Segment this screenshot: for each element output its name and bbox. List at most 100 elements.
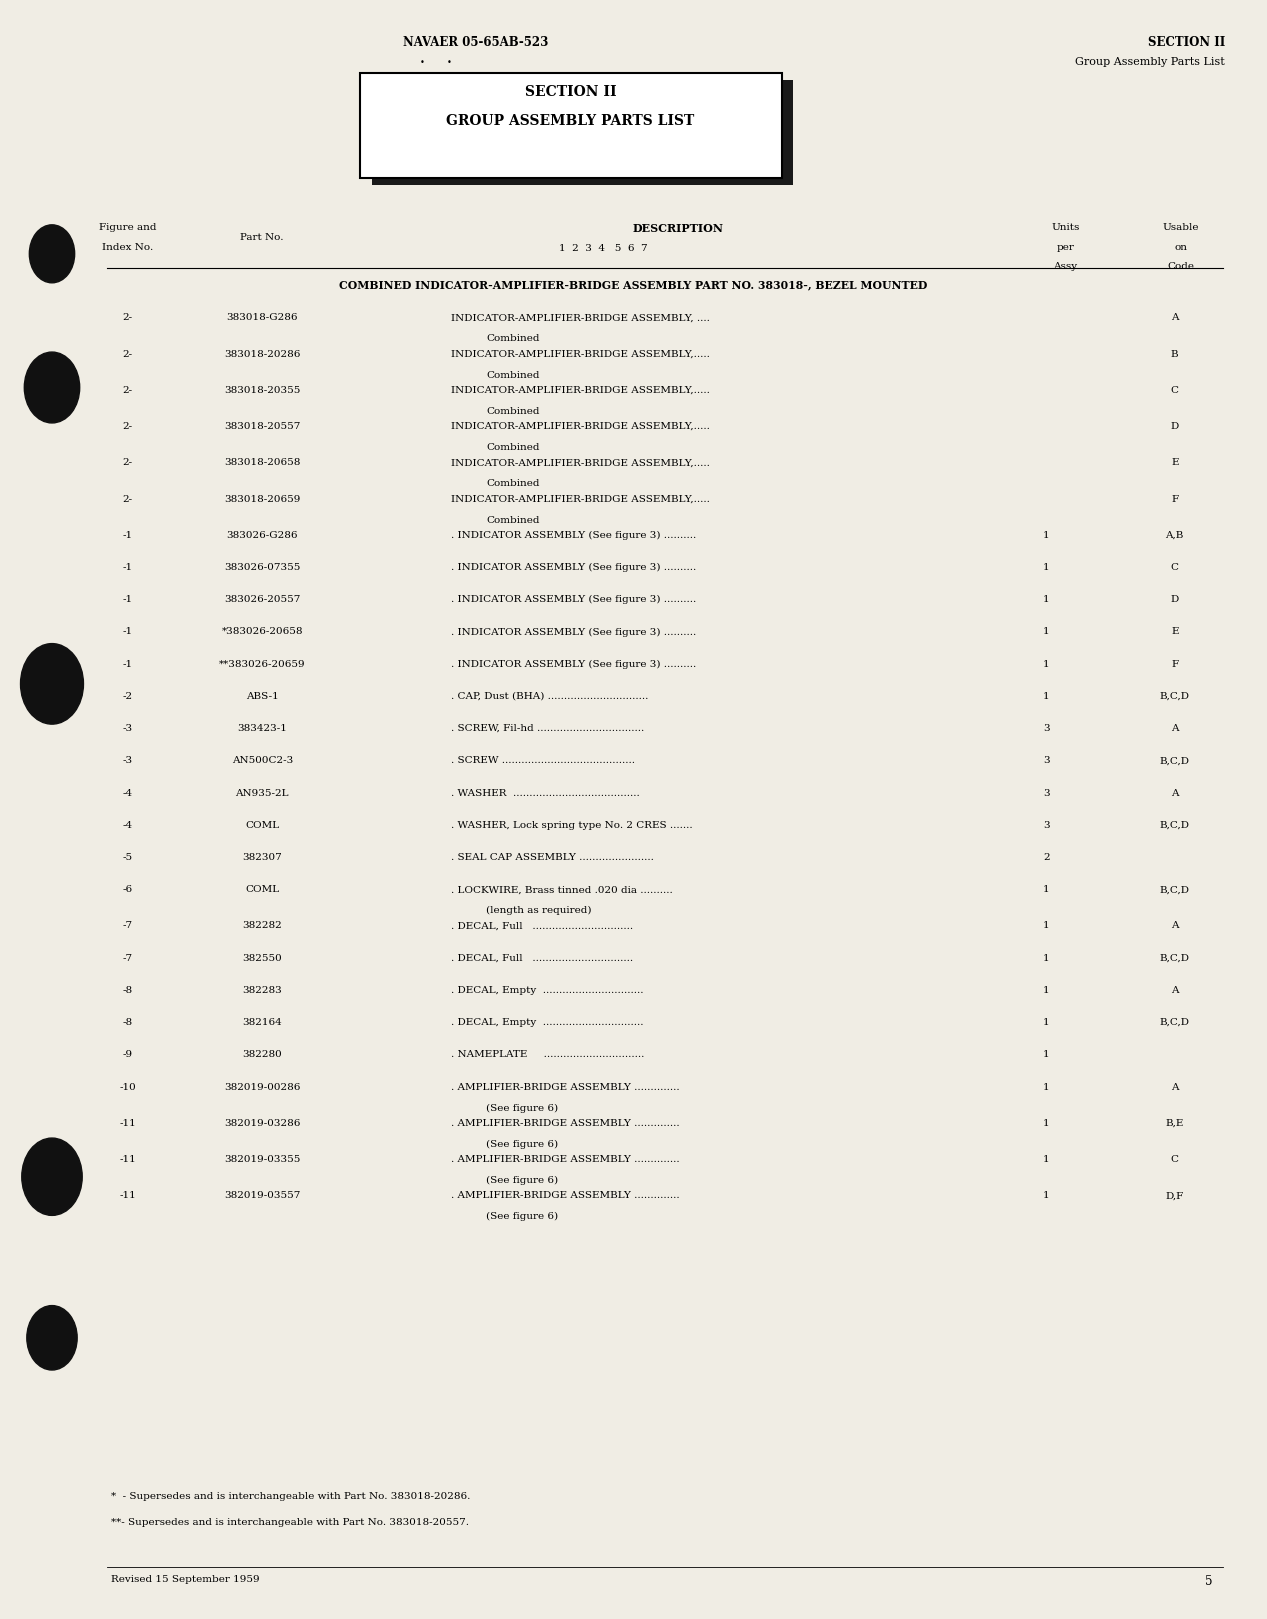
Text: B,C,D: B,C,D	[1159, 821, 1190, 831]
Text: . DECAL, Empty  ...............................: . DECAL, Empty .........................…	[451, 1018, 644, 1026]
Text: 383018-20659: 383018-20659	[224, 495, 300, 504]
Text: -9: -9	[123, 1051, 133, 1059]
Text: . AMPLIFIER-BRIDGE ASSEMBLY ..............: . AMPLIFIER-BRIDGE ASSEMBLY ............…	[451, 1192, 679, 1200]
Text: D: D	[1171, 596, 1178, 604]
Text: 1  2  3  4   5  6  7: 1 2 3 4 5 6 7	[559, 244, 647, 253]
Text: F: F	[1171, 495, 1178, 504]
Text: 382019-03557: 382019-03557	[224, 1192, 300, 1200]
Text: -2: -2	[123, 691, 133, 701]
Text: SECTION II: SECTION II	[525, 84, 616, 99]
Text: 382019-00286: 382019-00286	[224, 1083, 300, 1091]
Text: -1: -1	[123, 531, 133, 539]
Text: . AMPLIFIER-BRIDGE ASSEMBLY ..............: . AMPLIFIER-BRIDGE ASSEMBLY ............…	[451, 1119, 679, 1128]
Text: Part No.: Part No.	[241, 233, 284, 241]
Text: B: B	[1171, 350, 1178, 359]
Text: -10: -10	[119, 1083, 136, 1091]
Text: 1: 1	[1043, 986, 1049, 994]
Text: Combined: Combined	[487, 444, 540, 452]
Circle shape	[27, 1305, 77, 1370]
Text: 2-: 2-	[123, 314, 133, 322]
Circle shape	[29, 225, 75, 283]
Text: INDICATOR-AMPLIFIER-BRIDGE ASSEMBLY,.....: INDICATOR-AMPLIFIER-BRIDGE ASSEMBLY,....…	[451, 458, 710, 468]
Text: . WASHER, Lock spring type No. 2 CRES .......: . WASHER, Lock spring type No. 2 CRES ..…	[451, 821, 693, 831]
Text: on: on	[1175, 243, 1187, 251]
Text: . INDICATOR ASSEMBLY (See figure 3) ..........: . INDICATOR ASSEMBLY (See figure 3) ....…	[451, 531, 697, 541]
Text: 382282: 382282	[242, 921, 283, 931]
Text: -4: -4	[123, 788, 133, 798]
Text: -7: -7	[123, 921, 133, 931]
Text: A: A	[1171, 724, 1178, 733]
Text: Index No.: Index No.	[101, 243, 153, 251]
Text: (See figure 6): (See figure 6)	[487, 1213, 559, 1221]
Text: . AMPLIFIER-BRIDGE ASSEMBLY ..............: . AMPLIFIER-BRIDGE ASSEMBLY ............…	[451, 1154, 679, 1164]
Text: -1: -1	[123, 628, 133, 636]
Text: . SCREW, Fil-hd .................................: . SCREW, Fil-hd ........................…	[451, 724, 644, 733]
Text: INDICATOR-AMPLIFIER-BRIDGE ASSEMBLY,.....: INDICATOR-AMPLIFIER-BRIDGE ASSEMBLY,....…	[451, 350, 710, 359]
Text: DESCRIPTION: DESCRIPTION	[632, 223, 723, 235]
Text: . AMPLIFIER-BRIDGE ASSEMBLY ..............: . AMPLIFIER-BRIDGE ASSEMBLY ............…	[451, 1083, 679, 1091]
Text: per: per	[1057, 243, 1074, 251]
Text: 3: 3	[1043, 821, 1049, 831]
Text: 383423-1: 383423-1	[237, 724, 288, 733]
Text: -7: -7	[123, 954, 133, 963]
Text: -3: -3	[123, 756, 133, 766]
Text: 5: 5	[1205, 1575, 1213, 1588]
Text: 2-: 2-	[123, 350, 133, 359]
Text: 2-: 2-	[123, 458, 133, 468]
Text: 383026-G286: 383026-G286	[227, 531, 298, 539]
Text: . INDICATOR ASSEMBLY (See figure 3) ..........: . INDICATOR ASSEMBLY (See figure 3) ....…	[451, 563, 697, 572]
Text: 1: 1	[1043, 1083, 1049, 1091]
Text: 3: 3	[1043, 788, 1049, 798]
Text: . SCREW .........................................: . SCREW ................................…	[451, 756, 635, 766]
Text: B,E: B,E	[1166, 1119, 1183, 1128]
Text: 1: 1	[1043, 691, 1049, 701]
Text: F: F	[1171, 659, 1178, 669]
Text: C: C	[1171, 563, 1178, 572]
Text: •: •	[419, 58, 424, 68]
Text: 1: 1	[1043, 921, 1049, 931]
Text: Units: Units	[1052, 223, 1079, 232]
Text: . INDICATOR ASSEMBLY (See figure 3) ..........: . INDICATOR ASSEMBLY (See figure 3) ....…	[451, 628, 697, 636]
Text: 383018-20355: 383018-20355	[224, 385, 300, 395]
Text: *383026-20658: *383026-20658	[222, 628, 303, 636]
Circle shape	[24, 351, 80, 423]
Text: 382019-03286: 382019-03286	[224, 1119, 300, 1128]
Text: 383018-20557: 383018-20557	[224, 423, 300, 431]
Text: 382164: 382164	[242, 1018, 283, 1026]
Text: . DECAL, Empty  ...............................: . DECAL, Empty .........................…	[451, 986, 644, 994]
Text: 1: 1	[1043, 954, 1049, 963]
Text: 382550: 382550	[242, 954, 283, 963]
Text: 1: 1	[1043, 1119, 1049, 1128]
Text: INDICATOR-AMPLIFIER-BRIDGE ASSEMBLY,.....: INDICATOR-AMPLIFIER-BRIDGE ASSEMBLY,....…	[451, 495, 710, 504]
Text: NAVAER 05-65AB-523: NAVAER 05-65AB-523	[403, 36, 549, 50]
Text: COML: COML	[245, 886, 279, 894]
Text: C: C	[1171, 385, 1178, 395]
FancyBboxPatch shape	[371, 79, 793, 185]
Text: 1: 1	[1043, 531, 1049, 539]
Text: -3: -3	[123, 724, 133, 733]
Text: INDICATOR-AMPLIFIER-BRIDGE ASSEMBLY,.....: INDICATOR-AMPLIFIER-BRIDGE ASSEMBLY,....…	[451, 385, 710, 395]
Text: Combined: Combined	[487, 371, 540, 379]
Text: A,B: A,B	[1166, 531, 1183, 539]
Text: -1: -1	[123, 596, 133, 604]
Text: E: E	[1171, 458, 1178, 468]
Text: -8: -8	[123, 1018, 133, 1026]
Text: 382307: 382307	[242, 853, 283, 861]
Text: B,C,D: B,C,D	[1159, 756, 1190, 766]
Text: (See figure 6): (See figure 6)	[487, 1104, 559, 1112]
Text: . DECAL, Full   ...............................: . DECAL, Full ..........................…	[451, 954, 634, 963]
Text: **- Supersedes and is interchangeable with Part No. 383018-20557.: **- Supersedes and is interchangeable wi…	[111, 1519, 469, 1527]
Text: 3: 3	[1043, 756, 1049, 766]
Text: 383018-G286: 383018-G286	[227, 314, 298, 322]
Text: 1: 1	[1043, 659, 1049, 669]
Text: AN500C2-3: AN500C2-3	[232, 756, 293, 766]
Text: -4: -4	[123, 821, 133, 831]
Text: (See figure 6): (See figure 6)	[487, 1140, 559, 1149]
Text: . INDICATOR ASSEMBLY (See figure 3) ..........: . INDICATOR ASSEMBLY (See figure 3) ....…	[451, 596, 697, 604]
Text: 2: 2	[1043, 853, 1049, 861]
Text: (length as required): (length as required)	[487, 907, 592, 915]
Text: Combined: Combined	[487, 406, 540, 416]
Text: Combined: Combined	[487, 335, 540, 343]
Text: *  - Supersedes and is interchangeable with Part No. 383018-20286.: * - Supersedes and is interchangeable wi…	[111, 1493, 470, 1501]
Text: -11: -11	[119, 1119, 136, 1128]
